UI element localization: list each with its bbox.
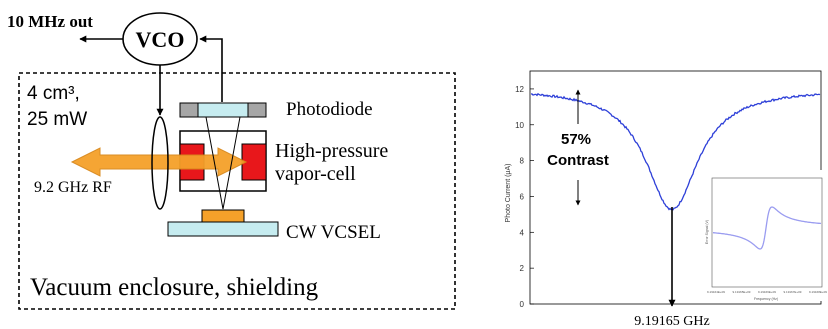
photodiode-feedback-line <box>199 35 223 102</box>
contrast-label: Contrast <box>547 152 609 169</box>
inset-x-tick-label: 9.19168E+09 <box>809 290 827 294</box>
resonance-curve <box>530 92 821 211</box>
y-tick-label-2: 2 <box>520 264 525 273</box>
y-tick-label-0: 0 <box>520 300 525 309</box>
mhz-out-label: 10 MHz out <box>7 12 93 31</box>
enclosure-label: Vacuum enclosure, shielding <box>30 274 319 301</box>
inset-y-label: Error Signal (V) <box>705 220 709 244</box>
y-axis-label: Photo Current (μA) <box>505 164 512 223</box>
y-tick-label-10: 10 <box>515 121 524 130</box>
inset-x-tick-label: 9.19165E+09 <box>733 290 751 294</box>
clock-diagram: 10 MHz out VCO 4 cm³, 25 mW Photodiode H… <box>7 12 456 310</box>
error-signal-curve <box>713 206 822 250</box>
rf-double-arrow <box>70 147 248 177</box>
y-tick-label-4: 4 <box>520 228 525 237</box>
vcsel-substrate <box>167 221 279 237</box>
vapor-cell-label-line2: vapor-cell <box>275 163 356 185</box>
frequency-label: 9.19165 GHz <box>634 314 709 329</box>
vapor-cell-label-line1: High-pressure <box>275 140 388 162</box>
vcsel-label: CW VCSEL <box>286 222 381 243</box>
inset-x-tick-label: 9.19164E+09 <box>707 290 725 294</box>
vco-label: VCO <box>136 27 185 52</box>
vapor-cell-right-heater <box>241 143 267 181</box>
vacuum-enclosure-box <box>18 72 456 310</box>
rf-coupling-ellipse <box>151 116 169 210</box>
inset-x-label: Frequency (Hz) <box>754 297 778 301</box>
laser-beam-cone <box>205 116 241 210</box>
rf-label: 9.2 GHz RF <box>34 179 112 196</box>
vcsel-chip <box>201 209 245 223</box>
inset-x-tick-label: 9.19166E+09 <box>758 290 776 294</box>
y-axis-ticks: 0 2 4 6 8 10 12 <box>515 85 534 309</box>
inset-x-ticks: 9.19164E+09 9.19165E+09 9.19166E+09 9.19167… <box>707 290 827 294</box>
spec-power: 25 mW <box>27 109 87 130</box>
contrast-percent: 57% <box>561 131 591 148</box>
inset-plot-area <box>711 177 823 288</box>
y-tick-label-6: 6 <box>520 192 525 201</box>
photodiode-sensor <box>197 102 249 118</box>
y-tick-label-8: 8 <box>520 157 525 166</box>
error-signal-inset: Error Signal (V) 9.19164E+09 9.19165E+09 9… <box>702 170 827 301</box>
photodiode-label: Photodiode <box>286 99 373 120</box>
y-tick-label-12: 12 <box>515 85 524 94</box>
spec-volume: 4 cm³, <box>27 83 80 104</box>
inset-x-tick-label: 9.19167E+09 <box>784 290 802 294</box>
resonance-plot: 0 2 4 6 8 10 12 Photo Current (μA) 57% Contras… <box>505 70 827 329</box>
